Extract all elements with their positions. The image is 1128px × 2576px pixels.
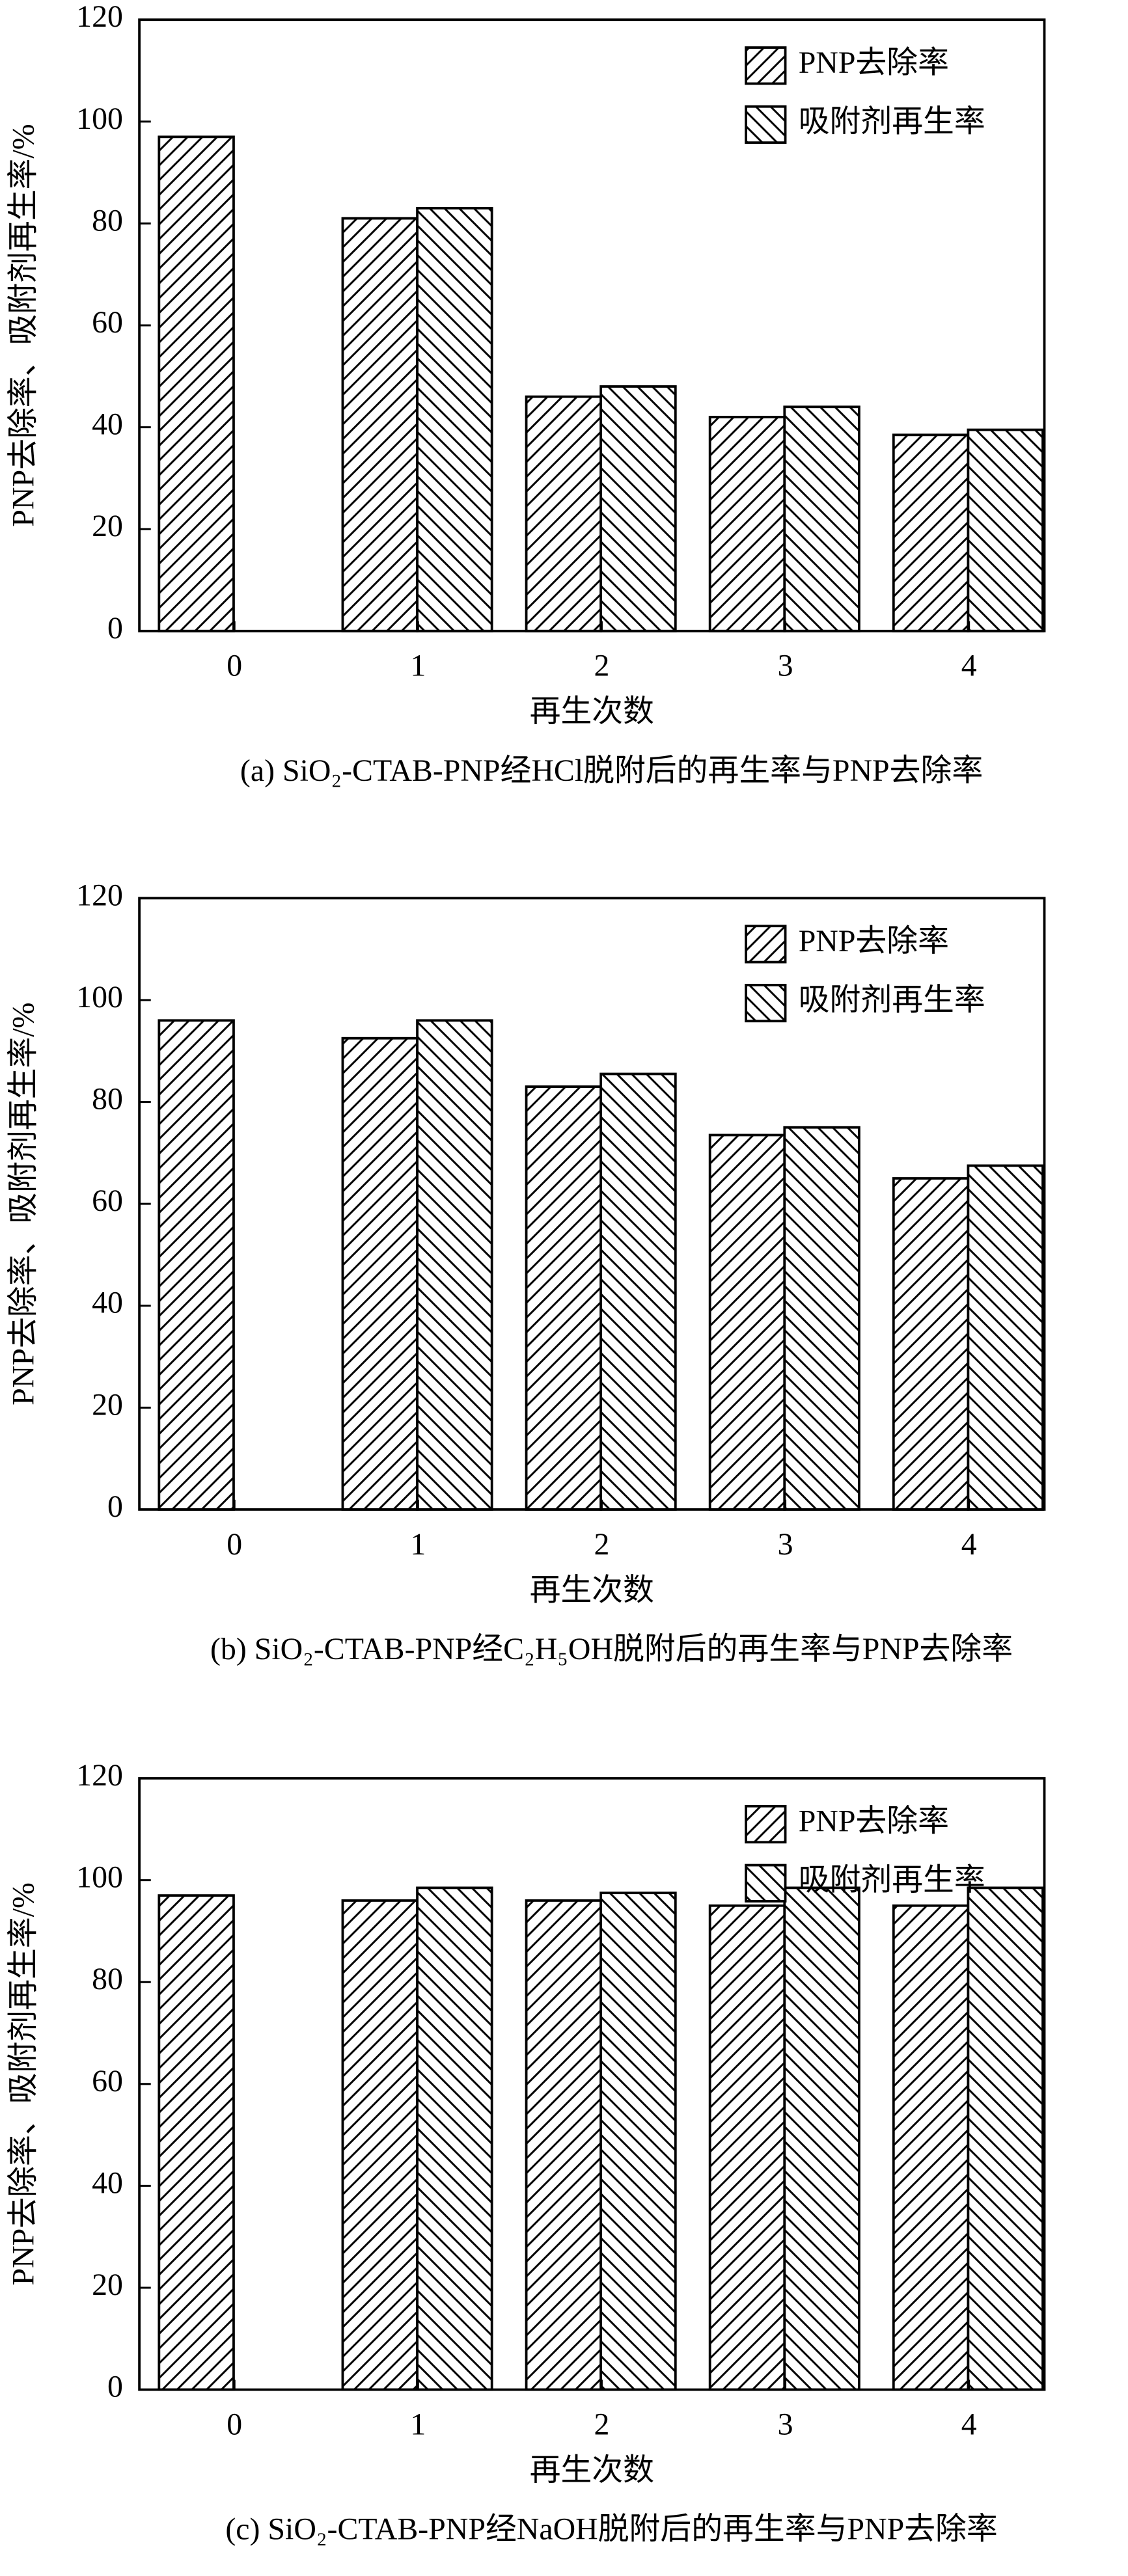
y-tick-label: 60	[92, 1184, 123, 1218]
legend-label: PNP去除率	[799, 46, 949, 80]
legend-label: PNP去除率	[799, 924, 949, 958]
x-tick-label: 2	[594, 649, 609, 683]
legend-label: 吸附剂再生率	[799, 104, 985, 139]
bar	[783, 1886, 860, 2391]
x-axis-label: 再生次数	[530, 2453, 654, 2488]
bar	[341, 1899, 419, 2391]
y-axis-label: PNP去除率、吸附剂再生率/%	[6, 1002, 40, 1405]
legend-swatch	[745, 1864, 787, 1903]
bar	[599, 1072, 677, 1511]
y-tick-label: 80	[92, 1962, 123, 1996]
y-tick-label: 20	[92, 1387, 123, 1422]
bar	[708, 1904, 786, 2391]
y-tick-label: 0	[107, 611, 123, 645]
bar	[525, 1085, 603, 1511]
y-tick-label: 100	[76, 980, 123, 1014]
legend-swatch	[745, 925, 787, 964]
bar	[599, 1891, 677, 2391]
bar	[416, 1886, 493, 2391]
legend-swatch	[745, 983, 787, 1023]
bar	[708, 416, 786, 632]
y-tick-label: 40	[92, 1286, 123, 1320]
x-axis-label: 再生次数	[530, 1573, 654, 1607]
y-tick-label: 0	[107, 1489, 123, 1524]
y-tick-label: 40	[92, 2165, 123, 2200]
caption: (a) SiO₂-CTAB-PNP经HCl脱附后的再生率与PNP去除率	[240, 753, 983, 788]
bar	[158, 135, 235, 632]
legend-label: PNP去除率	[799, 1804, 949, 1839]
y-tick-label: 120	[76, 1758, 123, 1793]
bar	[599, 385, 677, 632]
x-tick-label: 3	[778, 2407, 793, 2441]
y-tick-label: 100	[76, 1860, 123, 1895]
x-tick-label: 1	[410, 2407, 426, 2441]
legend-label: 吸附剂再生率	[799, 1863, 985, 1897]
y-tick-label: 40	[92, 407, 123, 442]
bar	[158, 1019, 235, 1511]
y-tick-label: 80	[92, 1082, 123, 1117]
bar	[892, 433, 970, 632]
x-tick-label: 3	[778, 649, 793, 683]
x-tick-label: 0	[227, 2407, 242, 2441]
legend-swatch	[745, 46, 787, 85]
bar	[967, 428, 1044, 632]
x-tick-label: 1	[410, 649, 426, 683]
y-axis-label: PNP去除率、吸附剂再生率/%	[6, 124, 40, 526]
y-tick-label: 120	[76, 878, 123, 912]
x-tick-label: 1	[410, 1527, 426, 1562]
bar	[525, 395, 603, 632]
bar	[967, 1164, 1044, 1511]
x-tick-label: 0	[227, 649, 242, 683]
y-tick-label: 100	[76, 102, 123, 136]
y-tick-label: 120	[76, 0, 123, 34]
bar	[158, 1894, 235, 2391]
y-tick-label: 20	[92, 2268, 123, 2302]
bar	[416, 207, 493, 632]
legend-label: 吸附剂再生率	[799, 983, 985, 1018]
bar	[783, 1126, 860, 1511]
bar	[341, 1037, 419, 1511]
y-axis-label: PNP去除率、吸附剂再生率/%	[6, 1882, 40, 2285]
x-tick-label: 2	[594, 2407, 609, 2441]
y-tick-label: 20	[92, 509, 123, 543]
caption: (c) SiO₂-CTAB-PNP经NaOH脱附后的再生率与PNP去除率	[225, 2512, 997, 2547]
y-tick-label: 80	[92, 203, 123, 237]
y-tick-label: 60	[92, 2064, 123, 2098]
legend-swatch	[745, 105, 787, 144]
y-tick-label: 0	[107, 2370, 123, 2404]
bar	[416, 1019, 493, 1511]
bar	[783, 405, 860, 632]
bar	[967, 1886, 1044, 2391]
bar	[341, 217, 419, 632]
x-tick-label: 4	[961, 2407, 977, 2441]
x-tick-label: 3	[778, 1527, 793, 1562]
caption: (b) SiO₂-CTAB-PNP经C₂H₅OH脱附后的再生率与PNP去除率	[210, 1632, 1013, 1666]
y-tick-label: 60	[92, 305, 123, 340]
bar	[892, 1177, 970, 1511]
bar	[525, 1899, 603, 2391]
legend-swatch	[745, 1804, 787, 1844]
x-axis-label: 再生次数	[530, 694, 654, 729]
bar	[892, 1904, 970, 2391]
x-tick-label: 4	[961, 649, 977, 683]
x-tick-label: 0	[227, 1527, 242, 1562]
bar	[708, 1133, 786, 1511]
x-tick-label: 2	[594, 1527, 609, 1562]
x-tick-label: 4	[961, 1527, 977, 1562]
